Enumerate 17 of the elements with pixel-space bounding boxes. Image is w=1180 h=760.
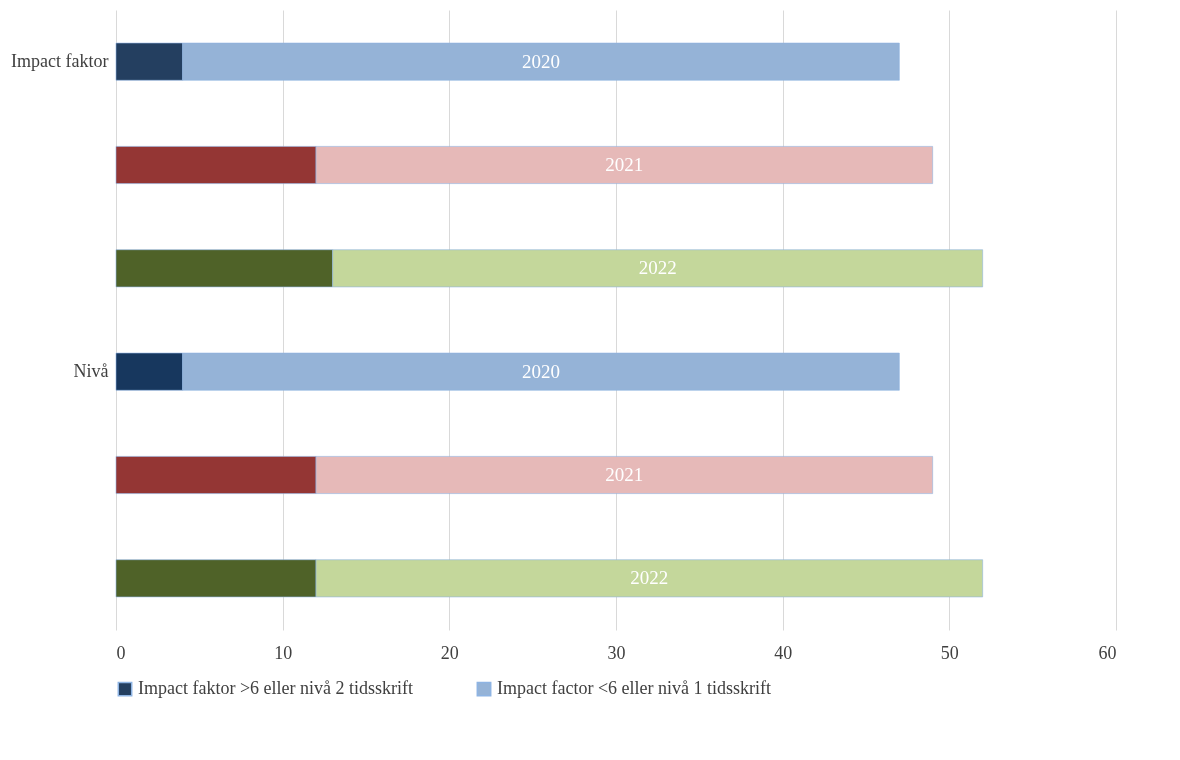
annotation: 2022 — [630, 567, 669, 589]
legend-label: Impact faktor >6 eller nivå 2 tidsskrift — [138, 678, 414, 699]
annotation: 2022 — [638, 257, 677, 279]
x-tick-label: 0 — [116, 642, 126, 663]
x-tick-label: 60 — [1098, 642, 1117, 663]
annotation: 2020 — [522, 50, 560, 72]
y-tick-label: Impact faktor — [11, 50, 109, 71]
annotation: 2021 — [605, 464, 644, 485]
x-tick-label: 30 — [607, 642, 626, 663]
annotation: 2020 — [522, 360, 560, 382]
y-tick-label: Nivå — [73, 360, 109, 381]
x-tick-label: 40 — [774, 642, 793, 663]
x-tick-label: 50 — [940, 642, 959, 663]
x-tick-label: 20 — [440, 642, 459, 663]
annotation: 2021 — [605, 154, 644, 175]
legend-label: Impact factor <6 eller nivå 1 tidsskrift — [497, 678, 772, 699]
x-tick-label: 10 — [274, 642, 293, 663]
